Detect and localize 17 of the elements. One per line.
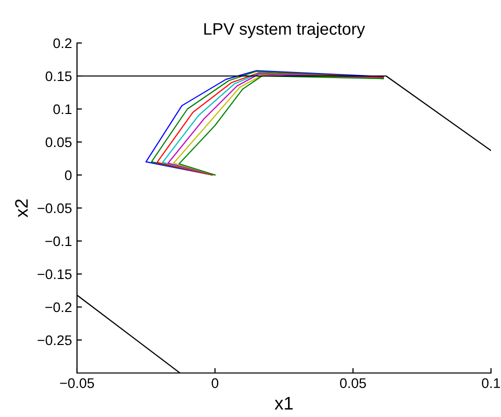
y-tick-label: −0.25	[38, 335, 72, 346]
y-tick-label: −0.1	[45, 236, 72, 246]
y-tick-label: 0.2	[53, 38, 72, 48]
y-axis-title: x2	[15, 199, 28, 218]
y-tick-label: −0.15	[38, 269, 72, 280]
x-tick-label: 0	[212, 378, 218, 388]
y-tick-label: 0.05	[46, 137, 72, 148]
y-tick-label: 0.1	[53, 104, 72, 114]
x-tick-label: 0.05	[340, 378, 366, 388]
x-axis-title: x1	[274, 397, 293, 410]
y-tick-label: −0.2	[45, 302, 72, 312]
y-tick-label: 0	[64, 170, 72, 180]
chart-title: LPV system trajectory	[204, 22, 366, 38]
y-tick-label: 0.15	[46, 71, 72, 82]
x-tick-label: −0.05	[60, 378, 94, 388]
y-tick-label: −0.05	[38, 203, 72, 214]
x-tick-label: 0.1	[482, 378, 500, 388]
